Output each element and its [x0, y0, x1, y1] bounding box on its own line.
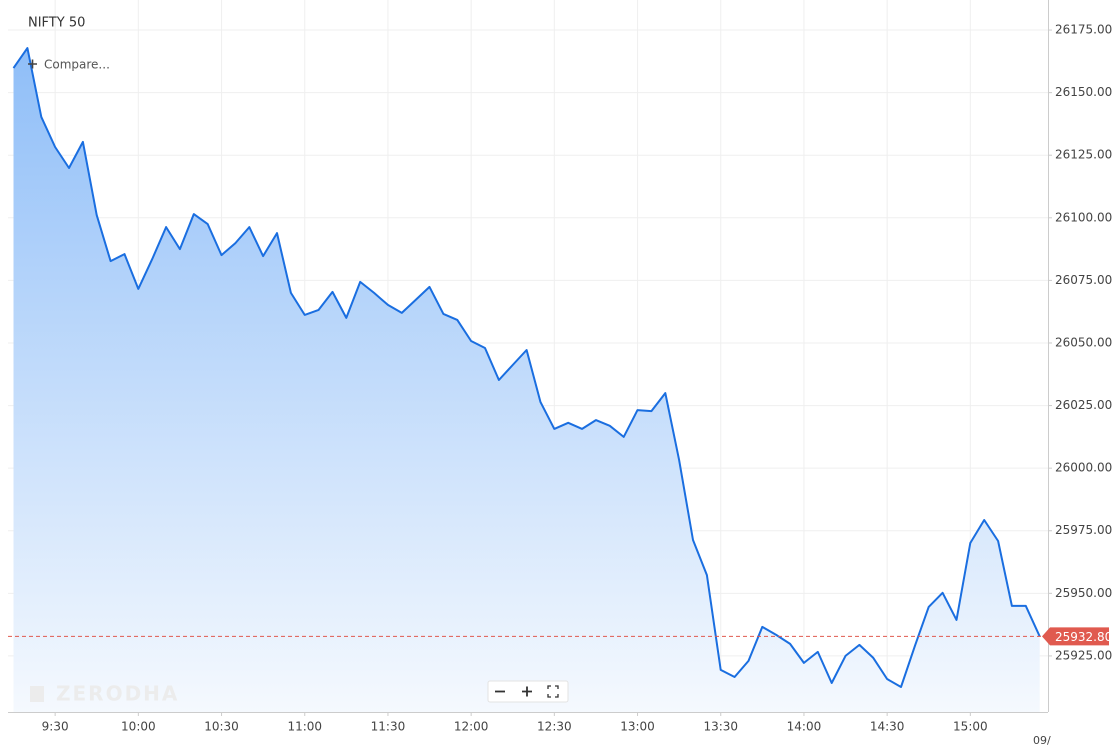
y-tick-label: 26000.00: [1055, 461, 1112, 475]
zoom-controls: [487, 680, 569, 703]
zoom-in[interactable]: [522, 686, 532, 697]
y-tick-label: 26100.00: [1055, 210, 1112, 224]
last-price-label: 25932.80: [1055, 630, 1112, 644]
x-tick-label: 14:00: [787, 720, 822, 734]
watermark: ZERODHA: [30, 682, 179, 706]
last-price-badge: [1042, 627, 1109, 646]
x-tick-label: 10:00: [121, 720, 156, 734]
x-tick-label: 11:00: [287, 720, 322, 734]
y-tick-label: 26025.00: [1055, 398, 1112, 412]
y-tick-label: 26050.00: [1055, 335, 1112, 349]
watermark-text: ZERODHA: [56, 682, 179, 706]
y-tick-label: 26125.00: [1055, 148, 1112, 162]
y-tick-label: 26075.00: [1055, 273, 1112, 287]
compare-button[interactable]: Compare...: [28, 58, 110, 72]
y-tick-label: 25950.00: [1055, 586, 1112, 600]
axis-date-label: 09/: [1033, 734, 1051, 747]
x-tick-label: 15:00: [953, 720, 988, 734]
x-tick-label: 10:30: [204, 720, 239, 734]
x-tick-label: 14:30: [870, 720, 905, 734]
x-tick-label: 12:00: [454, 720, 489, 734]
fullscreen[interactable]: [547, 685, 559, 698]
price-line: [12, 47, 1041, 688]
watermark-logo: [30, 686, 44, 702]
y-tick-label: 25975.00: [1055, 523, 1112, 537]
chart-title: NIFTY 50: [28, 16, 85, 31]
plot: [12, 47, 1041, 713]
compare-label[interactable]: Compare...: [44, 58, 110, 72]
plus-icon: [28, 59, 37, 69]
y-tick-label: 26175.00: [1055, 23, 1112, 37]
area-fill: [13, 48, 1040, 713]
x-tick-label: 13:30: [703, 720, 738, 734]
x-tick-label: 12:30: [537, 720, 572, 734]
x-tick-label: 11:30: [371, 720, 406, 734]
y-tick-label: 26150.00: [1055, 85, 1112, 99]
x-tick-label: 13:00: [620, 720, 655, 734]
x-tick-label: 9:30: [42, 720, 69, 734]
y-tick-label: 25925.00: [1055, 648, 1112, 662]
